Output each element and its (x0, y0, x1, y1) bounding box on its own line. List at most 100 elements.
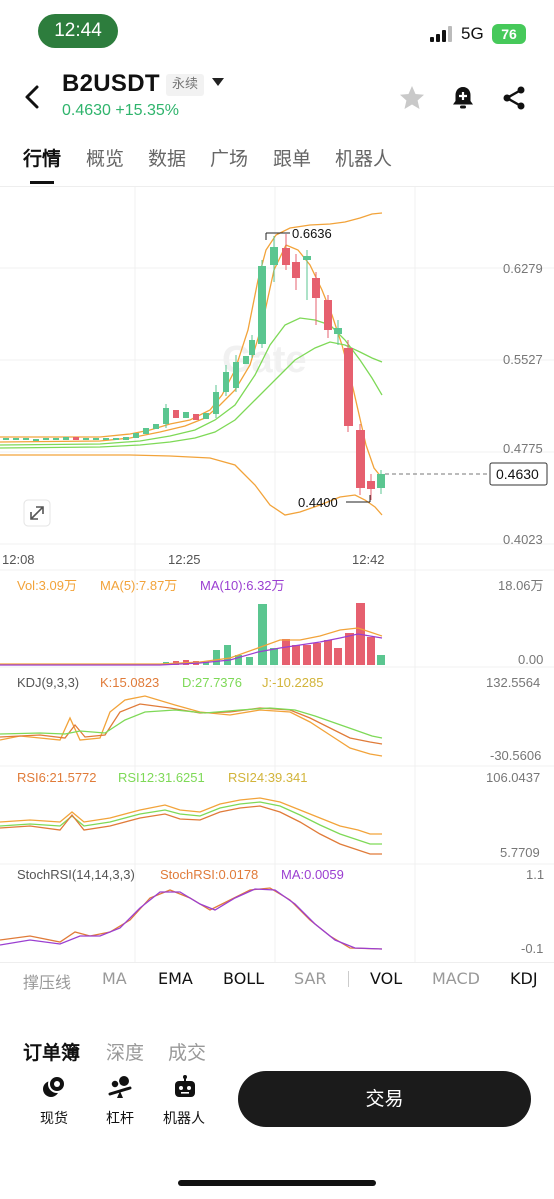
status-time: 12:44 (38, 14, 118, 48)
vol-ma10-label: MA(10):6.32万 (200, 578, 285, 593)
tab-data[interactable]: 数据 (148, 148, 187, 170)
candle (173, 410, 179, 418)
candle (367, 481, 375, 489)
candle (292, 262, 300, 278)
indicator-sar[interactable]: SAR (294, 969, 327, 988)
candle (258, 266, 266, 344)
candle (153, 424, 159, 429)
rsi-lines (0, 797, 382, 855)
candle (243, 356, 249, 364)
share-icon[interactable] (500, 84, 528, 112)
candle (334, 328, 342, 334)
kdj-j-line (0, 695, 383, 757)
divider (0, 186, 554, 187)
volume-bar (377, 655, 385, 665)
change-percent: +15.35% (115, 102, 179, 119)
low-marker: 0.4400 (298, 495, 371, 510)
candle (270, 247, 278, 265)
candle (183, 412, 189, 418)
volume-bar (345, 633, 354, 665)
stochrsi-ma-line (0, 888, 383, 950)
candle (143, 428, 149, 434)
robot-label[interactable]: 机器人 (163, 1111, 205, 1127)
candle (123, 437, 129, 440)
rsi12-line (0, 801, 382, 845)
candle (73, 437, 79, 440)
candle (193, 414, 199, 420)
vol-axis-bottom: 0.00 (518, 652, 543, 667)
tab-depth[interactable]: 深度 (106, 1042, 145, 1064)
candle (23, 438, 29, 440)
volume-bar (224, 645, 231, 665)
indicator-ema[interactable]: EMA (158, 969, 193, 988)
candle (113, 438, 119, 440)
time-axis-label: 12:25 (168, 552, 201, 567)
candle (103, 438, 109, 440)
tab-overview[interactable]: 概览 (86, 148, 125, 170)
spot-icon[interactable] (41, 1074, 67, 1100)
volume-bar (270, 648, 278, 665)
symbol-dropdown-icon[interactable] (212, 78, 224, 86)
candle (203, 413, 209, 419)
fullscreen-icon[interactable] (23, 499, 51, 527)
spot-label[interactable]: 现货 (40, 1111, 68, 1127)
kdj-lines (0, 695, 383, 757)
candle (356, 430, 365, 488)
candle (282, 248, 290, 265)
stochrsi-value: StochRSI:0.0178 (160, 867, 258, 882)
candle (163, 408, 169, 424)
price-change: 0.4630 +15.35% (62, 102, 179, 120)
candle (133, 433, 139, 438)
rsi12-label: RSI12:31.6251 (118, 770, 205, 785)
candle (33, 439, 39, 441)
home-indicator[interactable] (178, 1180, 376, 1186)
last-price: 0.4630 (62, 102, 111, 119)
high-price-label: 0.6636 (292, 226, 332, 241)
network-type: 5G (461, 24, 484, 43)
symbol-title[interactable]: B2USDT (62, 70, 160, 97)
indicator-ma[interactable]: MA (102, 969, 127, 988)
leverage-label[interactable]: 杠杆 (106, 1111, 134, 1127)
rsi24-line (0, 797, 382, 835)
vol-ma5-line (0, 627, 383, 665)
candle (223, 372, 229, 392)
price-axis-label: 0.5527 (503, 352, 543, 367)
back-icon[interactable] (20, 84, 46, 110)
kdj-j-label: J:-10.2285 (262, 675, 323, 690)
candle (83, 438, 89, 440)
indicator-boll[interactable]: BOLL (223, 969, 265, 988)
tab-bots[interactable]: 机器人 (335, 148, 393, 170)
star-icon[interactable] (398, 84, 426, 112)
indicator-vol[interactable]: VOL (370, 969, 403, 988)
candle (63, 437, 69, 440)
volume-bar (213, 650, 220, 665)
indicator-bar: 撑压线 MA EMA BOLL SAR VOL MACD KDJ (0, 962, 554, 995)
bell-plus-icon[interactable] (449, 84, 477, 112)
indicator-macd[interactable]: MACD (432, 969, 480, 988)
tab-square[interactable]: 广场 (210, 148, 249, 170)
ema-slow-line (0, 341, 383, 449)
price-axis-label: 0.6279 (503, 261, 543, 276)
kdj-k-label: K:15.0823 (100, 675, 159, 690)
current-price-tag: 0.4630 (496, 466, 539, 482)
current-price-tag-bg (489, 462, 548, 486)
signal-icon (430, 26, 456, 42)
volume-bar (334, 648, 342, 665)
robot-icon[interactable] (172, 1074, 198, 1100)
tab-copy-trading[interactable]: 跟单 (273, 148, 312, 170)
vol-ma5-label: MA(5):7.87万 (100, 578, 177, 593)
kdj-axis-bottom: -30.5606 (490, 748, 541, 763)
price-axis-label: 0.4775 (503, 441, 543, 456)
leverage-icon[interactable] (107, 1074, 133, 1100)
indicator-kdj[interactable]: KDJ (510, 969, 538, 988)
ema-fast-line (0, 244, 383, 479)
tab-order-book[interactable]: 订单簿 (23, 1042, 81, 1064)
tab-trades[interactable]: 成交 (168, 1042, 207, 1064)
vol-ma10-line (0, 633, 383, 666)
rsi24-label: RSI24:39.341 (228, 770, 308, 785)
tab-market[interactable]: 行情 (23, 148, 62, 170)
trade-button[interactable]: 交易 (238, 1071, 531, 1127)
kdj-axis-top: 132.5564 (486, 675, 540, 690)
kline-chart[interactable]: Gate (0, 187, 554, 962)
indicator-support-resistance[interactable]: 撑压线 (23, 973, 72, 992)
